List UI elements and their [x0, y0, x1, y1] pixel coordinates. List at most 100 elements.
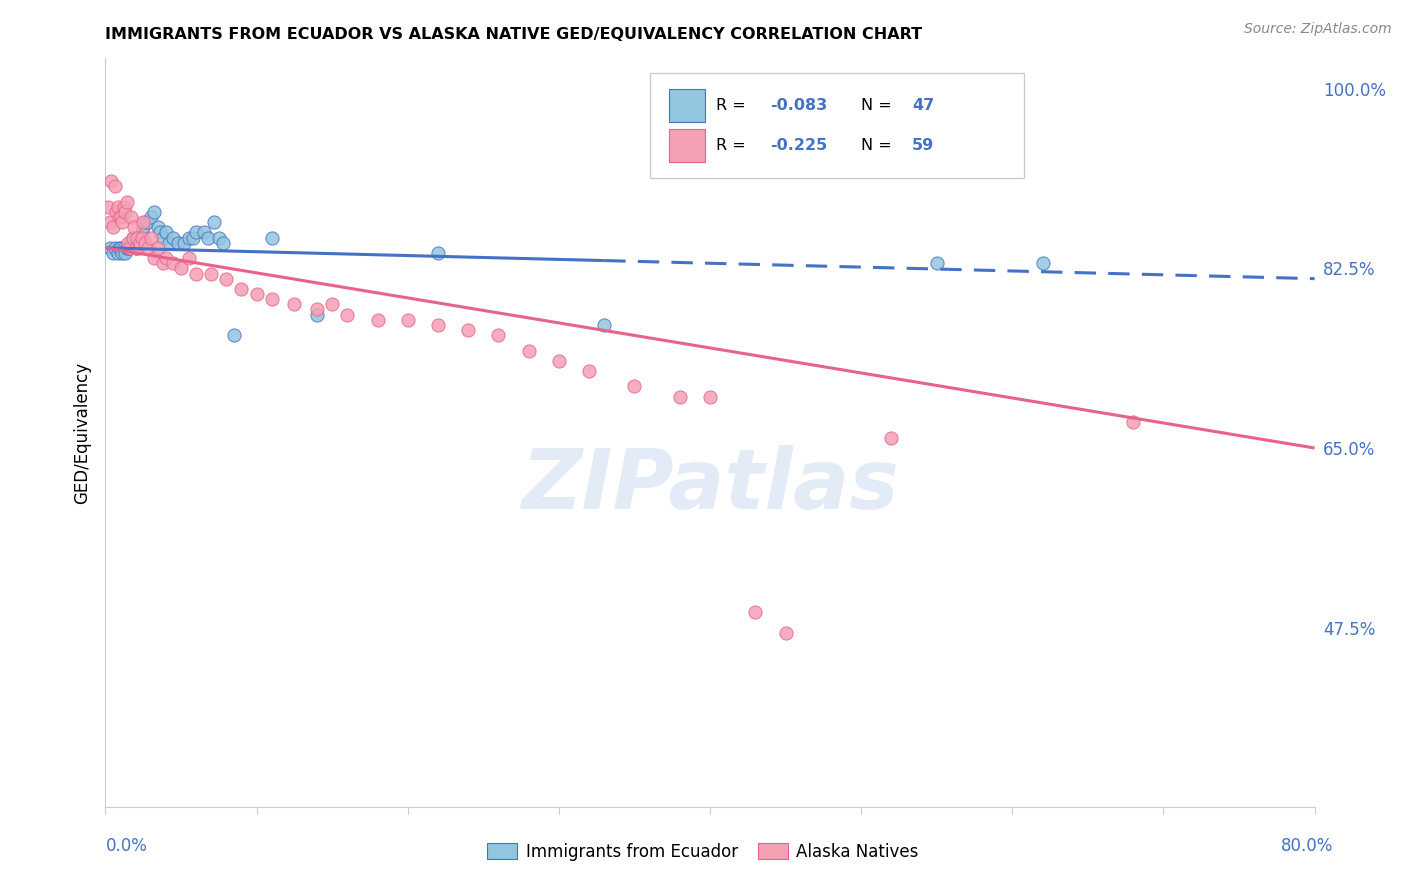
Point: [246, 287, 269, 301]
Point: [186, 267, 208, 281]
Point: [117, 241, 139, 255]
Point: [1032, 256, 1054, 270]
Point: [107, 200, 129, 214]
Point: [880, 431, 903, 445]
Point: [103, 241, 125, 255]
Point: [142, 251, 165, 265]
Text: N =: N =: [860, 138, 897, 153]
Point: [121, 230, 143, 244]
Point: [139, 210, 162, 224]
Point: [108, 210, 131, 224]
Point: [122, 220, 145, 235]
Point: [427, 246, 450, 260]
Point: [193, 226, 215, 240]
Point: [120, 235, 142, 250]
FancyBboxPatch shape: [669, 88, 706, 121]
Point: [131, 226, 153, 240]
Text: 0.0%: 0.0%: [105, 837, 148, 855]
Point: [170, 261, 193, 276]
Point: [578, 364, 600, 378]
Point: [115, 194, 138, 209]
Point: [202, 215, 225, 229]
Point: [121, 230, 143, 244]
Point: [623, 379, 645, 393]
Point: [136, 215, 159, 229]
Point: [136, 241, 159, 255]
Point: [925, 256, 948, 270]
Text: IMMIGRANTS FROM ECUADOR VS ALASKA NATIVE GED/EQUIVALENCY CORRELATION CHART: IMMIGRANTS FROM ECUADOR VS ALASKA NATIVE…: [105, 27, 922, 42]
Point: [117, 235, 139, 250]
Point: [115, 241, 138, 255]
Point: [152, 256, 174, 270]
Point: [118, 241, 141, 255]
Point: [307, 302, 329, 317]
Point: [98, 241, 121, 255]
Legend: Immigrants from Ecuador, Alaska Natives: Immigrants from Ecuador, Alaska Natives: [481, 837, 925, 868]
Point: [134, 215, 156, 229]
Point: [155, 226, 177, 240]
Point: [177, 230, 200, 244]
Point: [129, 230, 152, 244]
Point: [162, 230, 184, 244]
Point: [173, 235, 195, 250]
Point: [97, 200, 120, 214]
Text: R =: R =: [716, 138, 751, 153]
Text: -0.083: -0.083: [770, 98, 828, 112]
Point: [396, 312, 419, 326]
Point: [307, 308, 329, 322]
Point: [128, 241, 150, 255]
Point: [548, 353, 571, 368]
FancyBboxPatch shape: [669, 129, 706, 162]
Point: [110, 241, 132, 255]
Point: [155, 251, 177, 265]
Point: [101, 246, 124, 260]
Point: [107, 246, 129, 260]
Point: [167, 235, 190, 250]
Point: [148, 220, 170, 235]
Point: [111, 215, 134, 229]
Point: [177, 251, 200, 265]
Point: [132, 220, 155, 235]
Point: [517, 343, 540, 358]
Point: [208, 230, 231, 244]
Point: [132, 215, 155, 229]
Text: -0.225: -0.225: [770, 138, 828, 153]
Point: [1122, 415, 1144, 429]
Point: [110, 210, 132, 224]
Point: [120, 210, 142, 224]
Point: [118, 241, 141, 255]
Y-axis label: GED/Equivalency: GED/Equivalency: [73, 361, 91, 504]
Point: [101, 220, 124, 235]
Point: [148, 241, 170, 255]
Point: [186, 226, 208, 240]
Point: [366, 312, 388, 326]
Text: 80.0%: 80.0%: [1281, 837, 1333, 855]
Point: [457, 323, 479, 337]
Point: [260, 230, 283, 244]
Point: [127, 235, 149, 250]
Point: [669, 390, 692, 404]
Point: [212, 235, 235, 250]
Point: [181, 230, 204, 244]
Point: [128, 235, 150, 250]
Point: [260, 292, 283, 306]
Point: [283, 297, 305, 311]
Point: [103, 179, 125, 194]
Text: R =: R =: [716, 98, 751, 112]
Point: [336, 308, 359, 322]
Point: [321, 297, 343, 311]
Point: [112, 241, 135, 255]
Point: [162, 256, 184, 270]
Point: [114, 205, 136, 219]
Point: [197, 230, 219, 244]
Point: [149, 226, 172, 240]
Point: [775, 625, 797, 640]
Point: [131, 230, 153, 244]
Point: [134, 235, 156, 250]
Point: [699, 390, 721, 404]
Point: [427, 318, 450, 332]
Point: [488, 328, 510, 343]
Point: [744, 605, 766, 619]
Point: [114, 246, 136, 260]
Point: [152, 230, 174, 244]
